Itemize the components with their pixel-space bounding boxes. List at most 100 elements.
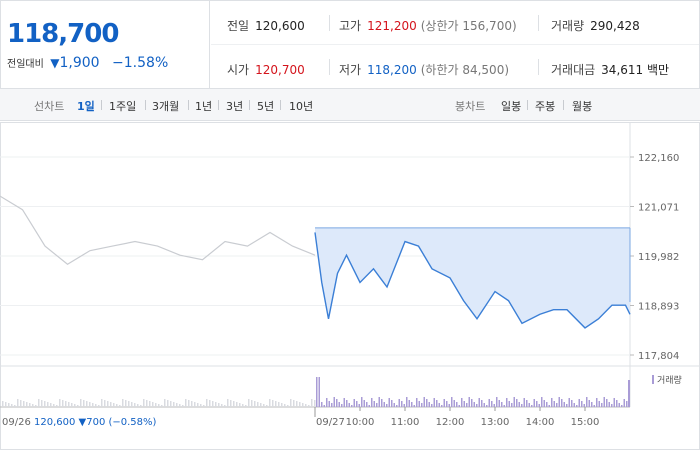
volume-bar-last (628, 380, 630, 407)
volume-bar (242, 404, 244, 407)
volume-bar (2, 401, 4, 407)
tab-5year[interactable]: 5년 (257, 100, 275, 113)
volume-bar (65, 401, 67, 407)
tab-10year[interactable]: 10년 (289, 100, 314, 113)
volume-bar (441, 405, 443, 407)
volume-bar (254, 401, 256, 407)
volume-bar (185, 399, 187, 407)
volume-bar (363, 400, 365, 407)
volume-bar (125, 400, 127, 407)
volume-bar (59, 399, 61, 407)
volume-bar (618, 403, 620, 407)
volume-bar (526, 400, 528, 407)
volume-bar (528, 403, 530, 407)
volume-bar (71, 403, 73, 407)
volume-bar (302, 403, 304, 407)
y-tick-label: 121,071 (638, 203, 679, 214)
volume-bar (212, 401, 214, 407)
volume-bar (239, 403, 241, 407)
divider (538, 15, 539, 31)
volume-bar (104, 400, 106, 407)
volume-bar (74, 404, 76, 407)
volume-bar (598, 401, 600, 407)
volume-bar (431, 404, 433, 407)
volume-bar (221, 404, 223, 407)
volume-bar (548, 405, 550, 407)
volume-bar (591, 402, 593, 407)
volume-bar (284, 404, 286, 407)
volume-bar (516, 399, 518, 407)
volume-bar (89, 402, 91, 407)
volume-bar (578, 399, 580, 407)
quote-stats: 전일 120,600 고가 121,200 (상한가 156,700) 거래량 290,… (211, 1, 699, 89)
volume-bar (287, 405, 289, 407)
volume-bar (386, 404, 388, 407)
upper-limit: (상한가 156,700) (420, 19, 517, 33)
volume-bar (346, 400, 348, 407)
volume-bar (272, 400, 274, 407)
volume-bar (140, 405, 142, 407)
volume-bar (623, 399, 625, 407)
current-price: 118,700 (7, 19, 119, 49)
prev-day-caption: 09/26 120,600 ▼700 (−0.58%) (2, 417, 157, 428)
volume-bar (601, 403, 603, 407)
tab-1year[interactable]: 1년 (195, 100, 213, 113)
volume-bar (568, 398, 570, 407)
volume-bar (56, 405, 58, 407)
volume-bar (328, 401, 330, 407)
volume-bar (38, 399, 40, 407)
divider (218, 100, 219, 110)
volume-bar (531, 405, 533, 407)
today-line (314, 232, 631, 329)
price-chart[interactable]: 122,160 121,071 119,982 118,893 117,804 거래량 09… (0, 122, 700, 450)
volume-bar (356, 401, 358, 407)
volume-bar (68, 402, 70, 407)
tab-1week[interactable]: 1주일 (109, 100, 137, 113)
x-tick-label: 10:00 (346, 417, 375, 428)
volume-bar (321, 402, 323, 407)
tab-3month[interactable]: 3개월 (152, 100, 180, 113)
volume-bar (433, 398, 435, 407)
stat-turnover: 거래대금 34,611 백만 (551, 61, 669, 78)
volume-bar (481, 400, 483, 407)
divider (563, 100, 564, 110)
volume-bar (32, 404, 34, 407)
volume-bar (341, 404, 343, 407)
volume-bar (343, 398, 345, 407)
volume-bar (393, 403, 395, 407)
tab-weekly-candle[interactable]: 주봉 (535, 100, 556, 113)
tab-3year[interactable]: 3년 (226, 100, 244, 113)
volume-bar (448, 404, 450, 407)
volume-bar (92, 403, 94, 407)
volume-bar (576, 405, 578, 407)
tab-1day[interactable]: 1일 (77, 100, 95, 113)
volume-bar (230, 400, 232, 407)
volume-bar (616, 400, 618, 407)
y-tick-label: 122,160 (638, 153, 679, 164)
volume-bar (478, 398, 480, 407)
volume-bar (588, 400, 590, 407)
volume-bar (436, 400, 438, 407)
volume-bar (233, 401, 235, 407)
volume-bar (191, 401, 193, 407)
volume-bar (113, 403, 115, 407)
volume-bar (606, 399, 608, 407)
volume-bar (266, 405, 268, 407)
volume-bar (463, 401, 465, 407)
volume-bar (326, 398, 328, 407)
tab-daily-candle[interactable]: 일봉 (501, 100, 522, 113)
volume-bar (613, 398, 615, 407)
volume-bar (173, 402, 175, 407)
volume-bar (518, 402, 520, 407)
volume-bar (471, 399, 473, 407)
volume-bar (403, 404, 405, 407)
change-value: 1,900 (59, 55, 100, 71)
volume-bar (453, 400, 455, 407)
volume-bar (41, 400, 43, 407)
volume-bar (536, 401, 538, 407)
volume-bar (331, 403, 333, 407)
volume-bar (128, 401, 130, 407)
tab-monthly-candle[interactable]: 월봉 (572, 100, 593, 113)
divider (329, 59, 330, 75)
volume-bar (146, 400, 148, 407)
